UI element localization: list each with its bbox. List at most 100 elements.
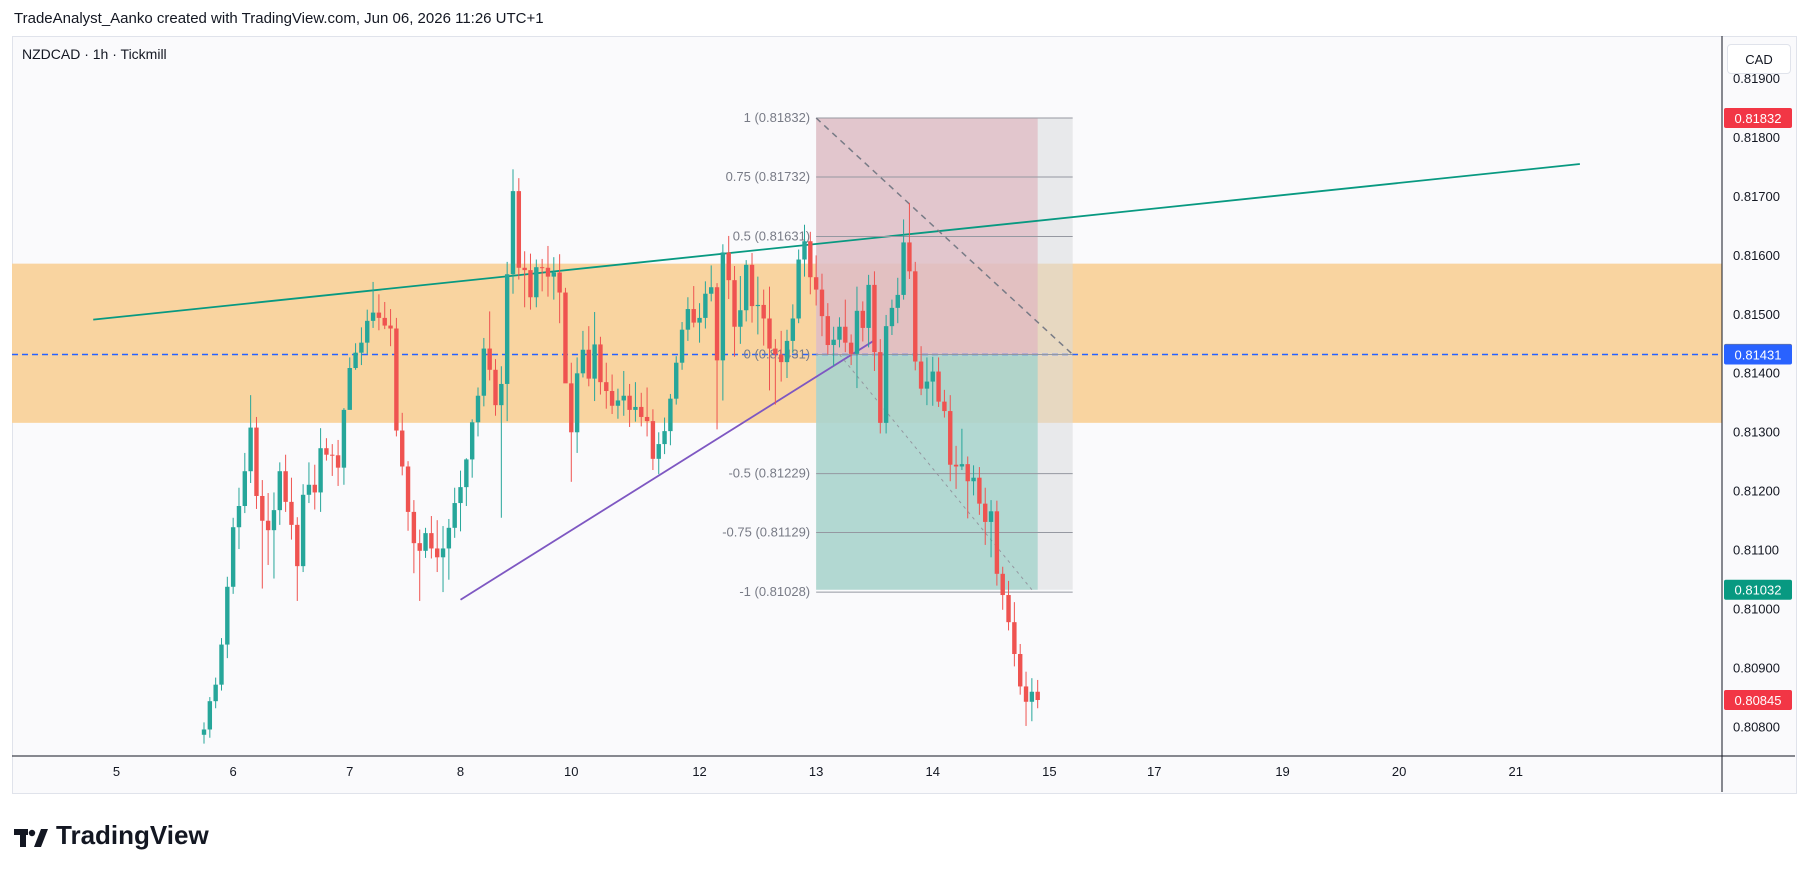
candle-body [959, 464, 965, 467]
candle-body [691, 309, 696, 323]
candle-body [1035, 691, 1040, 700]
candle-body [831, 339, 836, 346]
time-tick-label: 17 [1147, 764, 1161, 779]
candle-body [1000, 573, 1005, 596]
candle-body [260, 495, 265, 521]
candle-body [359, 342, 364, 353]
price-tick-label: 0.81700 [1733, 189, 1780, 204]
resistance-trendline [93, 163, 1580, 321]
time-tick-label: 20 [1392, 764, 1406, 779]
candle-body [633, 406, 638, 410]
time-tick-label: 5 [113, 764, 120, 779]
candle-body [948, 411, 953, 465]
candle-body [295, 524, 300, 567]
fib-level-label: 1 (0.81832) [744, 110, 811, 125]
candle-body [994, 511, 1000, 574]
candle-body [417, 543, 422, 551]
candle-body [983, 503, 988, 522]
price-tick-label: 0.80900 [1733, 661, 1780, 676]
candle-body [767, 318, 772, 349]
candle-body [545, 267, 551, 277]
currency-button[interactable]: CAD [1727, 44, 1791, 74]
candle-body [743, 264, 749, 311]
candle-body [953, 464, 959, 467]
fib-level-label: -0.5 (0.81229) [728, 466, 810, 481]
candle-body [376, 312, 382, 318]
candle-body [330, 454, 335, 456]
candle-body [755, 304, 761, 307]
candle-body [837, 326, 842, 340]
candle-body [971, 477, 976, 482]
price-tick-label: 0.81000 [1733, 602, 1780, 617]
candle-body [563, 292, 568, 384]
time-tick-label: 21 [1509, 764, 1523, 779]
candle-body [1018, 654, 1023, 687]
candle-body [429, 533, 434, 549]
candle-body [773, 348, 778, 355]
candle-body [265, 520, 271, 531]
tradingview-logo: TradingView [14, 820, 209, 851]
candle-body [1006, 595, 1011, 623]
price-badge-label: 0.81032 [1735, 583, 1782, 598]
candle-body [644, 416, 650, 422]
price-badge-label: 0.80845 [1735, 693, 1782, 708]
candle-body [825, 316, 831, 346]
candle-body [679, 329, 685, 363]
candle-body [254, 427, 259, 496]
candle-body [242, 471, 248, 506]
fib-level-label: -0.75 (0.81129) [722, 525, 810, 540]
time-tick-label: 6 [230, 764, 237, 779]
fib-level-label: -1 (0.81028) [739, 584, 810, 599]
candle-body [1029, 691, 1035, 702]
candle-body [901, 242, 906, 295]
candle-body [918, 361, 924, 389]
symbol-info: NZDCAD · 1h · Tickmill [22, 46, 167, 62]
candle-body [271, 510, 277, 531]
candle-body [528, 270, 533, 298]
candle-body [639, 406, 644, 417]
candle-body [592, 344, 597, 379]
candle-body [423, 533, 428, 551]
candle-body [732, 280, 737, 327]
candle-body [778, 354, 784, 363]
candle-body [1012, 622, 1017, 655]
candle-body [749, 264, 755, 307]
candle-body [365, 320, 370, 343]
candle-body [289, 501, 294, 525]
candle-body [539, 267, 545, 269]
candle-body [213, 684, 218, 702]
candle-body [341, 409, 347, 468]
candle-body [924, 381, 930, 389]
candle-body [207, 701, 213, 730]
price-tick-label: 0.81500 [1733, 307, 1780, 322]
candle-body [668, 398, 673, 432]
candle-body [650, 421, 656, 459]
candle-body [936, 371, 941, 402]
candle-body [382, 317, 387, 326]
candle-body [400, 430, 405, 467]
candle-body [889, 307, 895, 327]
candle-body [347, 368, 352, 410]
candle-body [510, 191, 516, 275]
tradingview-brand: TradingView [56, 820, 209, 850]
candle-body [709, 287, 714, 294]
candle-body [808, 241, 813, 278]
candle-body [493, 369, 498, 406]
candle-body [277, 471, 282, 511]
price-tick-label: 0.81200 [1733, 484, 1780, 499]
candle-body [580, 349, 586, 374]
candle-body [843, 326, 848, 343]
candle-body [598, 344, 603, 383]
candle-body [720, 252, 726, 361]
candle-body [674, 362, 679, 399]
candle-body [819, 289, 825, 317]
candle-body [324, 448, 329, 455]
candle-body [312, 484, 317, 493]
candle-body [872, 284, 877, 353]
price-badge [1724, 690, 1792, 710]
candle-body [201, 729, 207, 735]
candle-body [225, 586, 230, 645]
candle-body [726, 252, 731, 281]
candle-body [306, 484, 312, 495]
